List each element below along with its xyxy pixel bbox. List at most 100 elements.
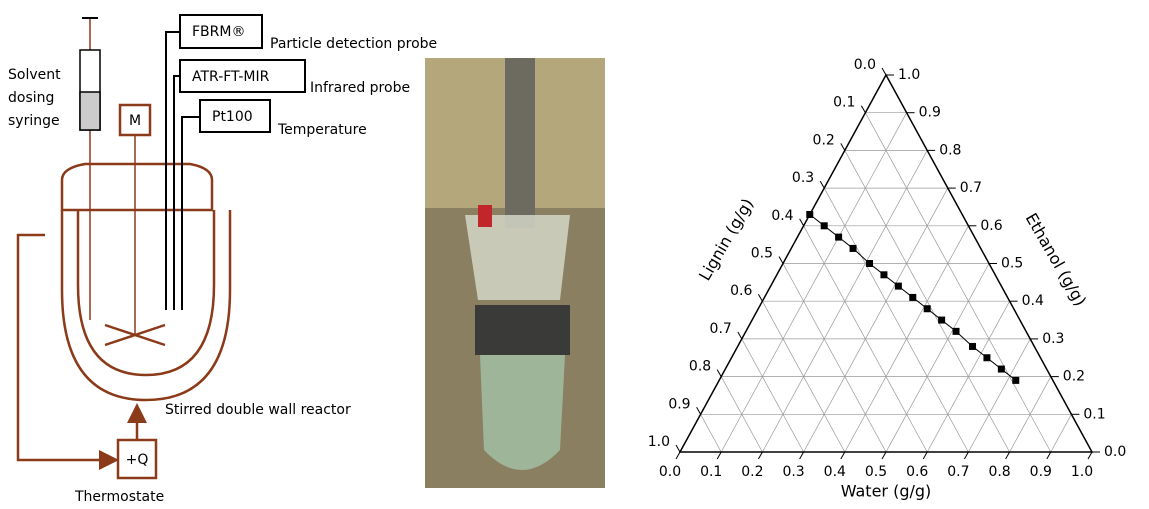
grid-line	[720, 112, 907, 453]
left-tick	[716, 369, 722, 377]
x-tick-label: 0.8	[988, 464, 1010, 480]
left-tick-label: 0.3	[792, 170, 814, 186]
data-point	[938, 316, 946, 324]
grid-line	[865, 112, 1052, 453]
data-point	[849, 244, 857, 252]
data-point	[969, 342, 977, 350]
x-tick	[840, 451, 846, 460]
x-tick	[1005, 451, 1011, 460]
x-tick-label: 0.3	[782, 464, 804, 480]
flow-line	[16, 233, 119, 470]
x-tick-label: 0.4	[824, 464, 846, 480]
grid-line	[968, 338, 1031, 453]
left-tick	[778, 256, 784, 264]
x-tick-label: 0.0	[659, 464, 681, 480]
probe-label: Infrared probe	[310, 80, 410, 96]
grid-line	[885, 263, 990, 453]
thermostat	[116, 438, 158, 480]
data-point	[909, 293, 917, 301]
left-tick-label: 0.7	[710, 321, 732, 337]
x-tick-label: 0.7	[947, 464, 969, 480]
x-tick	[1046, 451, 1052, 460]
data-point	[952, 327, 960, 335]
syringe-fill	[79, 91, 101, 131]
left-tick-label: 0.0	[854, 57, 876, 73]
left-tick-label: 0.9	[668, 396, 690, 412]
right-tick-label: 0.8	[939, 142, 961, 158]
data-point	[983, 354, 991, 362]
probe-box	[179, 59, 306, 93]
left-tick	[675, 444, 681, 453]
reactor-lid	[60, 162, 214, 212]
right-tick-label: 0.3	[1042, 331, 1064, 347]
x-tick-label: 0.6	[906, 464, 928, 480]
syringe-label: syringe	[8, 113, 60, 129]
left-axis-title: Lignin (g/g)	[695, 195, 757, 284]
left-tick-label: 0.2	[813, 132, 835, 148]
right-tick-label: 0.7	[960, 180, 982, 196]
photo-rod	[505, 58, 535, 228]
probes	[165, 31, 200, 310]
left-tick	[881, 67, 887, 76]
probe-box-label: FBRM®	[192, 24, 245, 40]
left-tick-label: 0.8	[689, 359, 711, 375]
photo	[425, 58, 605, 488]
grid-line	[926, 301, 1010, 453]
right-tick-label: 0.4	[1022, 293, 1044, 309]
left-tick	[860, 105, 866, 113]
probe-label: Temperature	[277, 122, 367, 138]
data-point	[806, 210, 814, 218]
grid-line	[1009, 376, 1052, 453]
left-tick-label: 1.0	[648, 434, 670, 450]
reactor-inner	[76, 210, 216, 377]
x-tick-label: 0.2	[741, 464, 763, 480]
probe-box	[179, 14, 263, 49]
grid-line	[741, 338, 804, 453]
data-point	[866, 260, 874, 267]
grid-line	[762, 301, 846, 453]
ternary-chart: 0.0 0.0 0.0 0.1 0.1 0.1 0.2 0.2 0.2 0.3 0.3 0.3 0.4 0…	[648, 57, 1127, 501]
probe-box	[199, 99, 271, 133]
right-tick-label: 1.0	[898, 67, 920, 83]
grid-line	[823, 187, 969, 453]
right-tick-label: 0.1	[1083, 406, 1105, 422]
x-tick	[1087, 451, 1093, 460]
left-tick-label: 0.4	[771, 208, 793, 224]
left-tick-label: 0.6	[730, 283, 752, 299]
right-tick-label: 0.0	[1104, 444, 1126, 460]
reactor-outer	[60, 210, 232, 402]
heat-label: +Q	[126, 452, 149, 468]
data-point	[820, 222, 828, 230]
x-axis-title: Water (g/g)	[841, 482, 932, 501]
probe-label: Particle detection probe	[270, 36, 437, 52]
right-tick-label: 0.6	[980, 218, 1002, 234]
photo-glass	[465, 215, 570, 300]
reactor-diagram: Solvent dosing syringe M FBRM® Particle …	[8, 14, 437, 505]
right-tick-label: 0.5	[1001, 256, 1023, 272]
grid-line	[700, 414, 722, 453]
syringe-label: Solvent	[8, 67, 61, 83]
x-tick	[675, 451, 681, 460]
x-tick-label: 0.5	[865, 464, 887, 480]
x-tick	[881, 451, 887, 460]
grid-line	[720, 376, 763, 453]
data-point	[880, 271, 888, 279]
x-tick	[716, 451, 722, 460]
motor-label: M	[129, 113, 141, 129]
reactor-label: Stirred double wall reactor	[165, 402, 351, 418]
photo-clamp	[475, 305, 570, 355]
grid-line	[803, 187, 949, 453]
left-tick	[696, 407, 702, 415]
x-tick	[799, 451, 805, 460]
grid-line	[1050, 414, 1072, 453]
x-tick-label: 0.9	[1030, 464, 1052, 480]
left-tick	[737, 331, 743, 340]
left-tick	[799, 218, 805, 227]
x-tick-label: 0.1	[700, 464, 722, 480]
grid-line	[782, 263, 887, 453]
left-tick	[757, 293, 763, 302]
photo-cap	[478, 205, 492, 227]
probe-box-label: Pt100	[212, 109, 253, 125]
left-tick	[840, 143, 846, 151]
